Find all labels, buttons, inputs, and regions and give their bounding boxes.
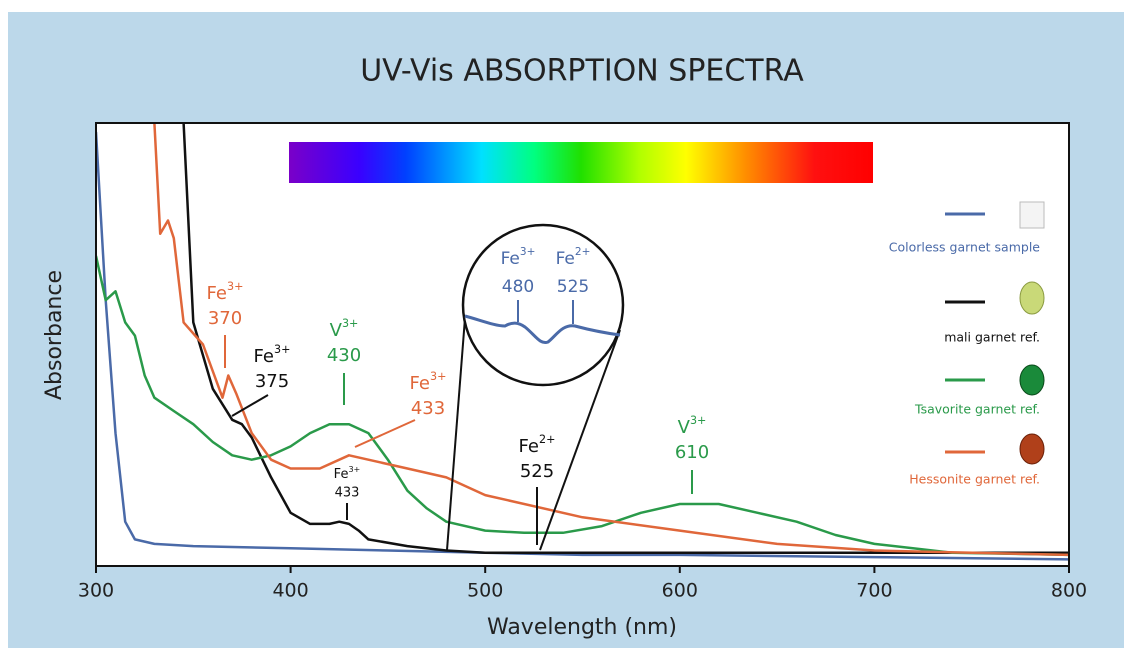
legend-label: Hessonite garnet ref. [909, 472, 1040, 487]
x-tick-label: 600 [662, 580, 698, 602]
x-tick-label: 500 [467, 580, 503, 602]
x-tick-label: 700 [856, 580, 892, 602]
ion: Fe [519, 436, 539, 457]
chart: UV-Vis ABSORPTION SPECTRA Wavelength (nm… [0, 0, 1132, 652]
x-tick-label: 300 [78, 580, 114, 602]
inset-wavelength: 480 [502, 277, 534, 297]
annotation-wavelength: 430 [327, 345, 361, 366]
annotation-wavelength: 610 [675, 442, 709, 463]
charge: 3+ [227, 280, 243, 293]
ion: Fe [556, 249, 575, 269]
annotation-wavelength: 433 [411, 398, 445, 419]
charge: 3+ [690, 414, 706, 427]
charge: 3+ [430, 370, 446, 383]
ion: V [330, 320, 343, 341]
charge: 3+ [520, 246, 536, 258]
annotation-wavelength: 525 [520, 461, 554, 482]
gem-icon [1020, 202, 1044, 228]
legend-label: Colorless garnet sample [889, 240, 1041, 255]
charge: 2+ [539, 433, 555, 446]
legend-label: Tsavorite garnet ref. [914, 402, 1040, 417]
legend-label: mali garnet ref. [944, 330, 1040, 345]
charge: 2+ [575, 246, 591, 258]
annotation-wavelength: 370 [208, 308, 242, 329]
gem-icon [1020, 282, 1044, 314]
spectrum-bar [289, 142, 873, 183]
gem-icon [1020, 434, 1044, 464]
inset-circle [463, 225, 623, 385]
y-axis-label: Absorbance [42, 270, 67, 400]
x-tick-label: 400 [272, 580, 308, 602]
ion: Fe [207, 283, 227, 304]
chart-title: UV-Vis ABSORPTION SPECTRA [360, 54, 804, 89]
gem-icon [1020, 365, 1044, 395]
annotation-wavelength: 433 [335, 486, 360, 501]
ion: Fe [501, 249, 520, 269]
annotation-wavelength: 375 [255, 371, 289, 392]
x-tick-label: 800 [1051, 580, 1087, 602]
ion: Fe [334, 467, 349, 482]
inset-wavelength: 525 [557, 277, 589, 297]
ion: Fe [410, 373, 430, 394]
charge: 3+ [274, 343, 290, 356]
charge: 3+ [342, 317, 358, 330]
x-axis-label: Wavelength (nm) [487, 615, 677, 640]
ion: Fe [254, 346, 274, 367]
ion: V [678, 417, 691, 438]
charge: 3+ [348, 464, 360, 473]
